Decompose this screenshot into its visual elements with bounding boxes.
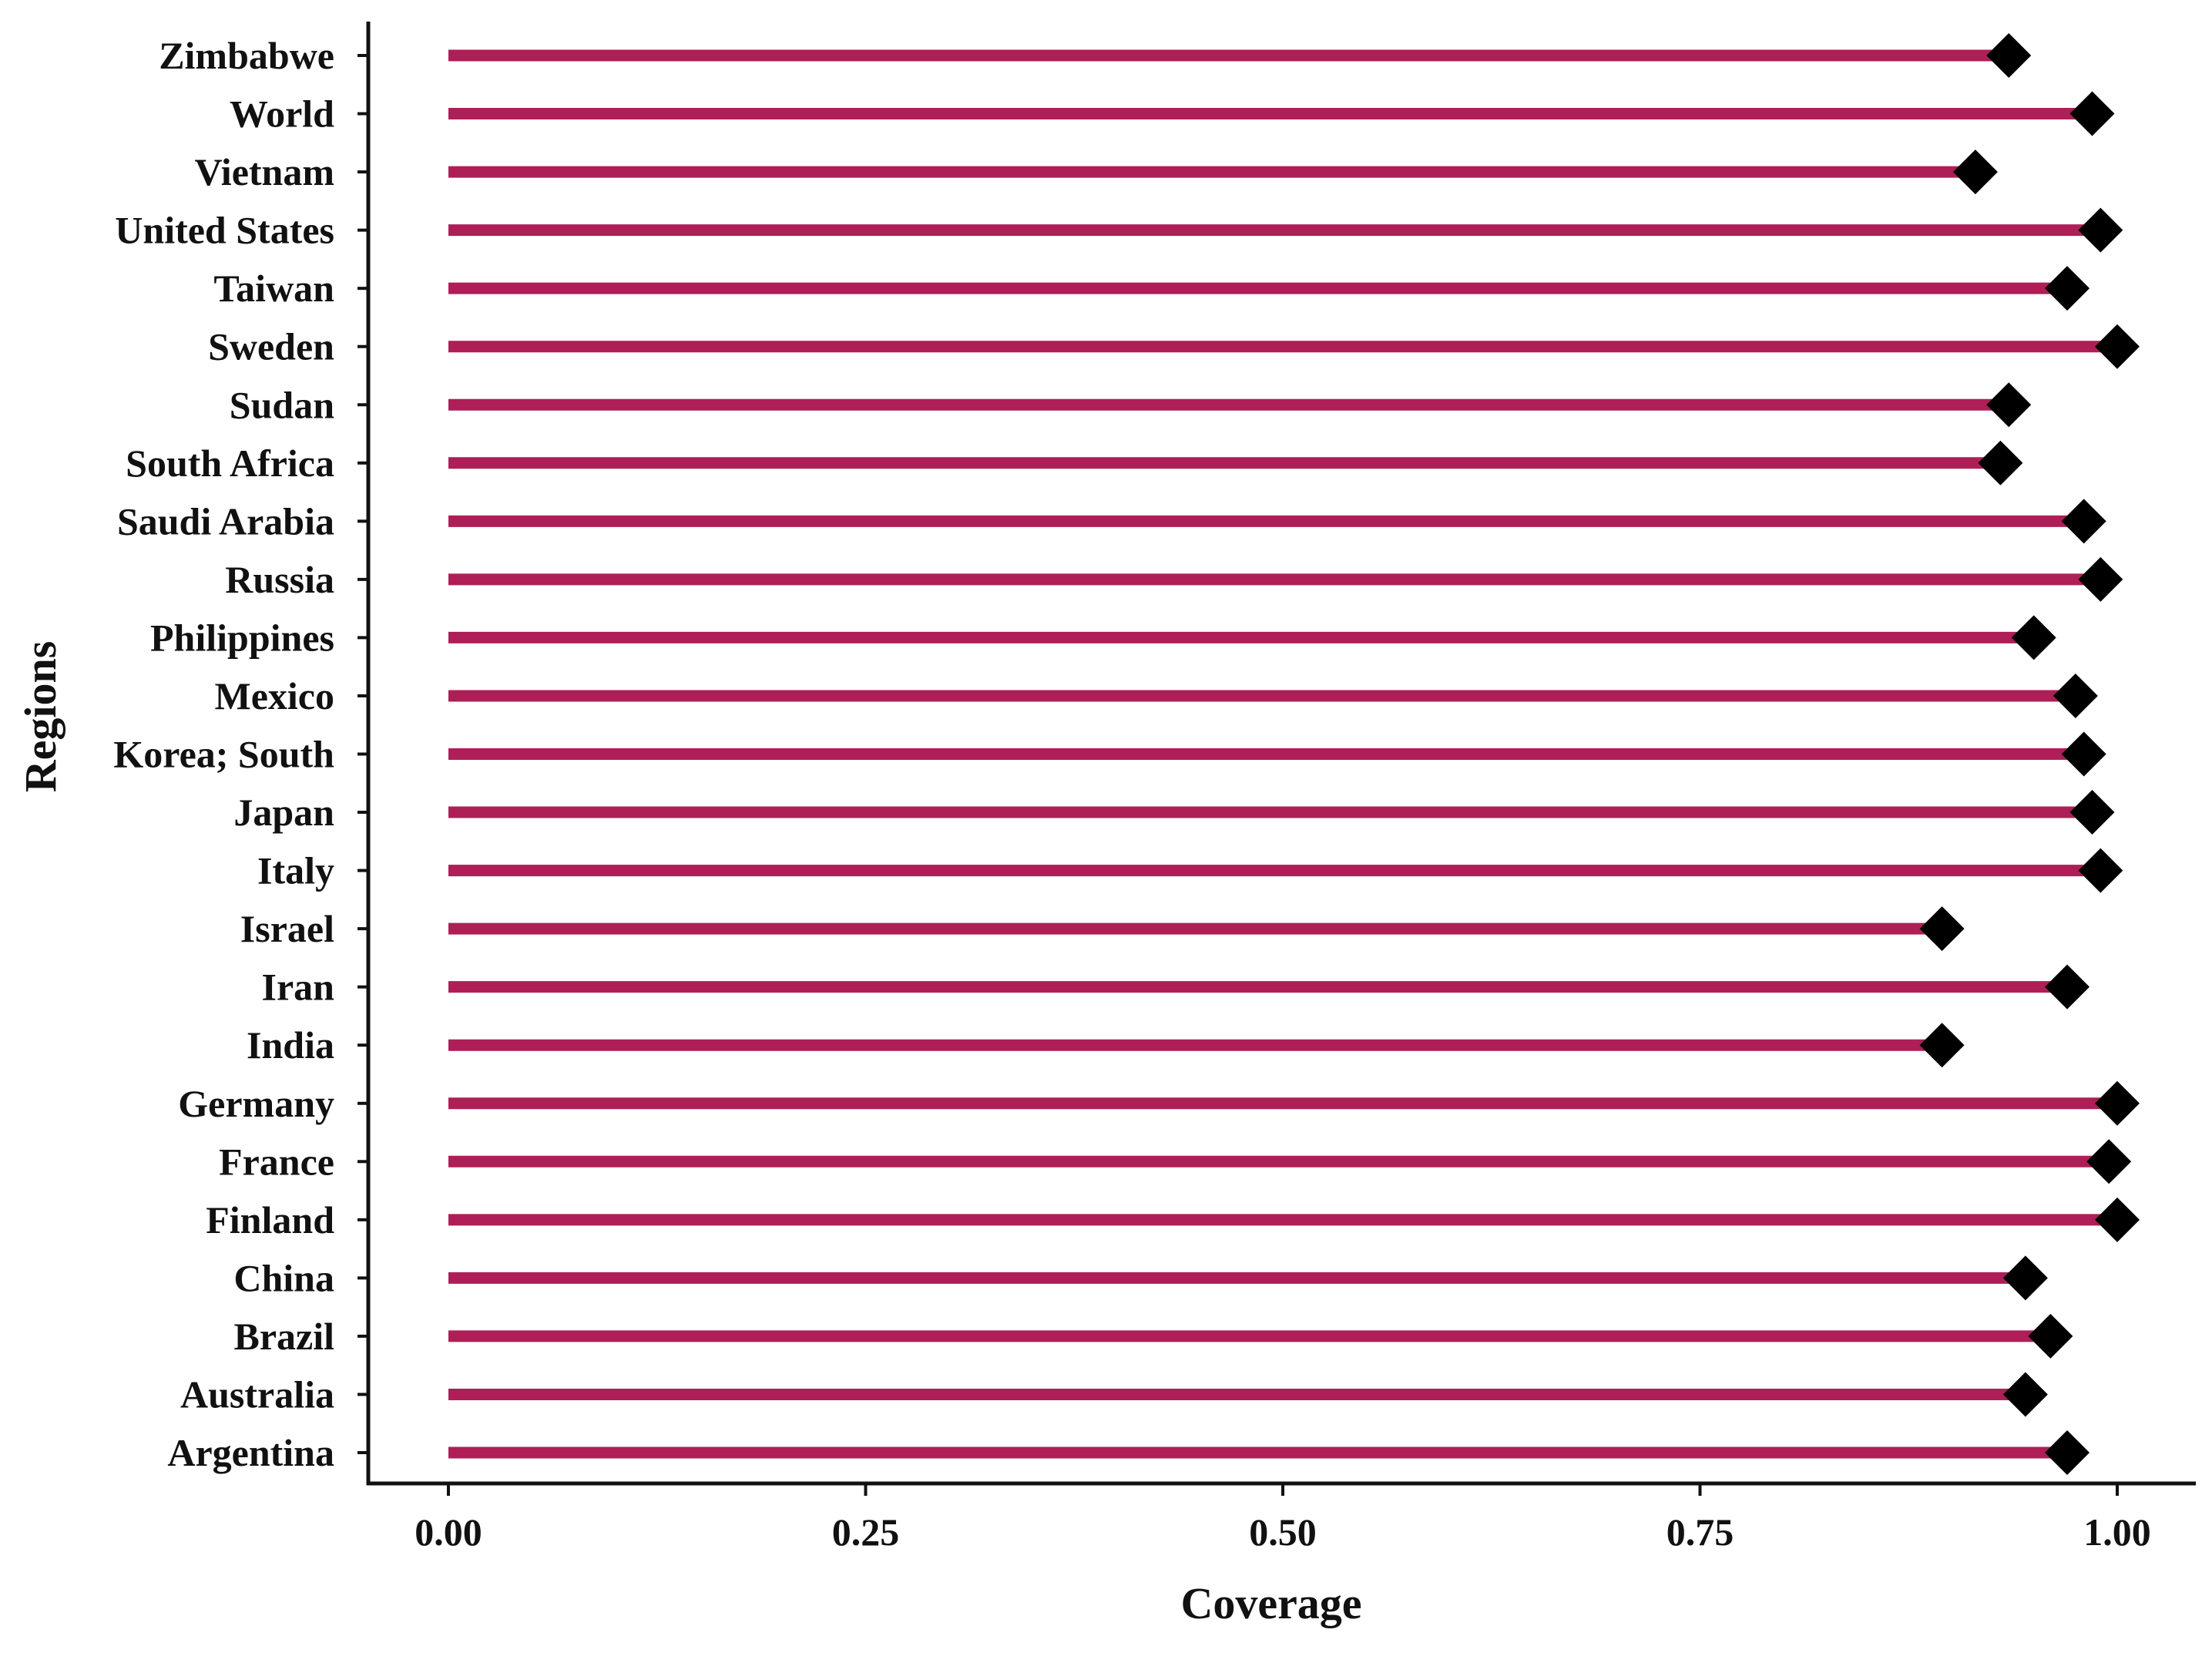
y-tick-label: Vietnam (195, 150, 334, 193)
y-tick-label: Philippines (150, 616, 334, 659)
data-point-marker (2078, 207, 2123, 253)
y-axis: Zimbabwe World Vietnam United States Taiwan S… (113, 22, 371, 1485)
y-tick-label: Sweden (208, 325, 334, 368)
y-tick-label: Germany (178, 1082, 334, 1125)
x-tick-label: 0.00 (415, 1510, 482, 1554)
data-point-marker (2069, 91, 2115, 136)
x-tick-label: 0.50 (1249, 1510, 1317, 1554)
y-tick-label: Mexico (215, 674, 334, 717)
y-tick-label: Sudan (230, 383, 334, 426)
data-point-marker (1919, 1023, 1965, 1068)
y-tick-label: Australia (180, 1372, 334, 1416)
data-point-marker (2069, 790, 2115, 835)
y-tick-label: Russia (225, 558, 334, 601)
data-point-marker (2045, 266, 2090, 311)
y-tick-label: Israel (240, 907, 334, 950)
y-tick-label: France (219, 1140, 334, 1183)
data-point-marker (2045, 964, 2090, 1010)
y-tick-label: United States (115, 209, 334, 252)
y-tick-label: World (230, 92, 334, 136)
data-point-marker (2045, 1430, 2090, 1475)
y-tick-label: Argentina (167, 1431, 334, 1474)
data-point-marker (2078, 556, 2123, 602)
y-tick-label: Brazil (233, 1315, 334, 1358)
y-tick-label: Iran (262, 966, 335, 1009)
y-tick-label: Zimbabwe (159, 34, 334, 77)
y-axis-title: Regions (15, 641, 65, 793)
data-point-marker (2095, 324, 2140, 369)
data-point-marker (2086, 1139, 2132, 1184)
y-tick-label: South Africa (126, 442, 334, 485)
y-tick-label: Italy (257, 849, 334, 892)
data-point-marker (2095, 1197, 2140, 1242)
data-point-marker (2011, 615, 2056, 660)
data-point-marker (1978, 440, 2023, 485)
data-point-marker (2061, 499, 2106, 544)
y-tick-label: Finland (206, 1198, 334, 1241)
markers-group (1919, 33, 2140, 1475)
data-point-marker (2078, 848, 2123, 893)
x-axis-title: Coverage (1180, 1578, 1361, 1628)
data-point-marker (2053, 673, 2098, 718)
x-tick-label: 0.75 (1667, 1510, 1734, 1554)
x-axis: 0.00 0.25 0.50 0.75 1.00 (367, 1481, 2196, 1554)
y-tick-label: Japan (233, 791, 334, 834)
data-point-marker (2002, 1372, 2048, 1417)
data-point-marker (2002, 1255, 2048, 1301)
data-point-marker (2061, 731, 2106, 777)
data-point-marker (1919, 906, 1965, 952)
data-point-marker (1986, 382, 2032, 428)
data-point-marker (1986, 33, 2032, 78)
y-tick-label: Saudi Arabia (117, 499, 334, 543)
data-point-marker (2028, 1313, 2073, 1359)
y-tick-label: Taiwan (213, 267, 334, 310)
data-point-marker (2095, 1080, 2140, 1126)
data-point-marker (1952, 150, 1998, 195)
x-tick-label: 0.25 (832, 1510, 900, 1554)
stems-group (448, 49, 2117, 1459)
x-tick-label: 1.00 (2083, 1510, 2151, 1554)
y-tick-label: India (247, 1023, 334, 1067)
y-tick-label: China (233, 1256, 334, 1299)
y-tick-label: Korea; South (113, 733, 334, 776)
